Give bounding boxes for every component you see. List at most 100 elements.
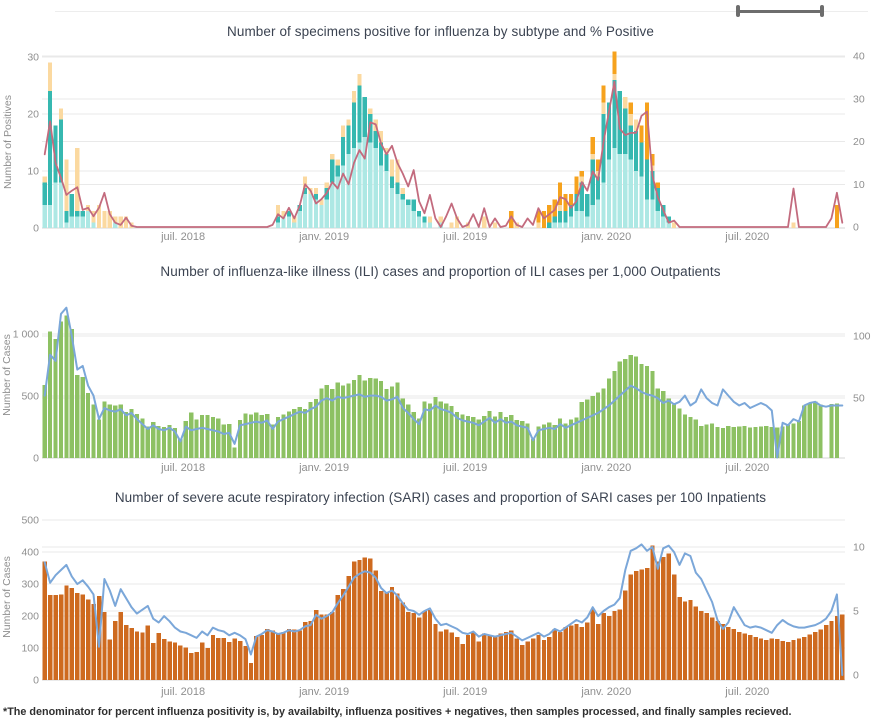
bar-segment-sari-cases[interactable] [107, 639, 113, 680]
bar-segment-ili-cases[interactable] [129, 409, 134, 458]
bar-segment-sari-cases[interactable] [313, 610, 319, 680]
bar-segment-ili-cases[interactable] [194, 419, 199, 458]
bar-segment-ili-cases[interactable] [509, 415, 514, 458]
bar-segment-sari-cases[interactable] [113, 620, 118, 680]
bar-segment-sari-cases[interactable] [552, 628, 558, 680]
bar-segment-sari-cases[interactable] [69, 588, 75, 680]
bar-segment-sari-cases[interactable] [161, 639, 167, 680]
bar-segment-sari-cases[interactable] [628, 574, 633, 680]
bar-segment-sari-cases[interactable] [118, 612, 123, 680]
bar-segment-subtype-orange[interactable] [574, 176, 579, 194]
bar-segment-subtype-teal[interactable] [650, 171, 655, 200]
bar-segment-ili-cases[interactable] [140, 418, 145, 458]
bar-segment-subtype-orange[interactable] [536, 210, 541, 223]
bar-segment-ili-cases[interactable] [753, 427, 758, 458]
bar-segment-ili-cases[interactable] [650, 371, 655, 458]
bar-segment-subtype-teal[interactable] [634, 131, 639, 171]
bar-segment-sari-cases[interactable] [492, 636, 498, 680]
bar-segment-ili-cases[interactable] [796, 420, 801, 458]
bar-segment-sari-cases[interactable] [471, 632, 476, 680]
bar-segment-ili-cases[interactable] [471, 417, 476, 458]
bar-segment-ili-cases[interactable] [270, 424, 275, 458]
bar-segment-sari-cases[interactable] [585, 622, 590, 680]
bar-segment-sari-cases[interactable] [145, 625, 151, 680]
bar-segment-sari-cases[interactable] [346, 576, 351, 680]
bar-segment-ili-cases[interactable] [802, 405, 807, 458]
bar-segment-sari-cases[interactable] [254, 635, 259, 680]
bar-segment-sari-cases[interactable] [818, 629, 823, 680]
bar-series-group[interactable] [42, 545, 845, 680]
bar-segment-subtype-peach[interactable] [601, 102, 606, 114]
bar-segment-ili-cases[interactable] [145, 426, 150, 458]
bar-segment-subtype-light-cyan[interactable] [617, 153, 622, 228]
bar-segment-sari-cases[interactable] [411, 612, 416, 680]
bar-segment-sari-cases[interactable] [80, 594, 85, 680]
bar-segment-ili-cases[interactable] [205, 415, 210, 458]
bar-segment-ili-cases[interactable] [785, 425, 791, 458]
bar-segment-ili-cases[interactable] [623, 358, 628, 458]
slider-right-handle-icon[interactable] [820, 5, 824, 17]
bar-segment-subtype-teal[interactable] [612, 79, 617, 149]
bar-segment-ili-cases[interactable] [758, 426, 763, 458]
bar-segment-subtype-orange[interactable] [650, 153, 655, 166]
bar-segment-ili-cases[interactable] [834, 403, 839, 458]
bar-segment-sari-cases[interactable] [547, 636, 552, 680]
bar-segment-ili-cases[interactable] [53, 338, 58, 458]
bar-segment-subtype-peach[interactable] [368, 108, 373, 114]
bar-segment-subtype-teal[interactable] [590, 159, 595, 206]
bar-segment-sari-cases[interactable] [715, 620, 720, 680]
bar-segment-ili-cases[interactable] [167, 425, 172, 458]
bar-segment-sari-cases[interactable] [189, 652, 194, 680]
bar-segment-ili-cases[interactable] [292, 409, 297, 458]
bar-segment-subtype-light-cyan[interactable] [69, 216, 74, 228]
bar-segment-subtype-teal[interactable] [666, 216, 671, 223]
bar-segment-sari-cases[interactable] [682, 601, 688, 680]
bar-segment-sari-cases[interactable] [58, 594, 64, 680]
bar-segment-sari-cases[interactable] [227, 642, 232, 680]
bar-segment-sari-cases[interactable] [102, 612, 107, 680]
bar-segment-sari-cases[interactable] [270, 630, 275, 680]
bar-segment-subtype-light-cyan[interactable] [568, 216, 574, 228]
bar-segment-ili-cases[interactable] [183, 420, 188, 458]
bar-segment-sari-cases[interactable] [308, 620, 313, 680]
bar-segment-subtype-light-cyan[interactable] [574, 210, 579, 228]
bar-segment-subtype-teal[interactable] [655, 188, 660, 211]
bar-segment-sari-cases[interactable] [297, 630, 303, 680]
bar-segment-sari-cases[interactable] [747, 635, 753, 680]
bar-segment-subtype-light-cyan[interactable] [324, 199, 329, 229]
bar-segment-sari-cases[interactable] [341, 588, 346, 680]
bar-segment-sari-cases[interactable] [449, 632, 454, 680]
bar-segment-sari-cases[interactable] [606, 616, 612, 680]
bar-segment-ili-cases[interactable] [210, 417, 215, 458]
bar-segment-ili-cases[interactable] [411, 412, 416, 458]
bar-segment-ili-cases[interactable] [742, 425, 747, 458]
bar-segment-ili-cases[interactable] [574, 417, 579, 458]
bar-segment-sari-cases[interactable] [362, 557, 368, 680]
bar-segment-sari-cases[interactable] [237, 640, 243, 680]
bar-segment-sari-cases[interactable] [199, 642, 205, 680]
bar-segment-subtype-light-cyan[interactable] [330, 182, 335, 228]
bar-segment-ili-cases[interactable] [400, 398, 405, 458]
bar-segment-sari-cases[interactable] [623, 590, 628, 680]
bar-segment-sari-cases[interactable] [243, 645, 248, 680]
bar-segment-ili-cases[interactable] [525, 423, 530, 458]
bar-segment-ili-cases[interactable] [482, 415, 487, 458]
bar-segment-sari-cases[interactable] [840, 614, 845, 680]
trend-line-ili-rate-per-1000-outpatients[interactable] [43, 306, 844, 459]
bar-segment-sari-cases[interactable] [525, 641, 530, 680]
bar-segment-subtype-peach[interactable] [351, 91, 357, 103]
bar-segment-sari-cases[interactable] [644, 568, 650, 680]
bar-segment-ili-cases[interactable] [102, 401, 107, 458]
bar-segment-ili-cases[interactable] [227, 423, 232, 458]
bar-segment-ili-cases[interactable] [585, 399, 590, 458]
bar-segment-subtype-light-cyan[interactable] [308, 193, 313, 228]
bar-segment-subtype-peach[interactable] [378, 131, 384, 143]
bar-segment-ili-cases[interactable] [601, 388, 606, 458]
bar-segment-subtype-light-cyan[interactable] [644, 199, 650, 229]
bar-segment-subtype-peach[interactable] [113, 216, 118, 223]
bar-segment-ili-cases[interactable] [454, 412, 460, 458]
bar-segment-subtype-peach[interactable] [281, 210, 286, 217]
bar-segment-sari-cases[interactable] [444, 629, 449, 680]
bar-segment-ili-cases[interactable] [58, 321, 64, 458]
bar-segment-ili-cases[interactable] [612, 371, 617, 458]
